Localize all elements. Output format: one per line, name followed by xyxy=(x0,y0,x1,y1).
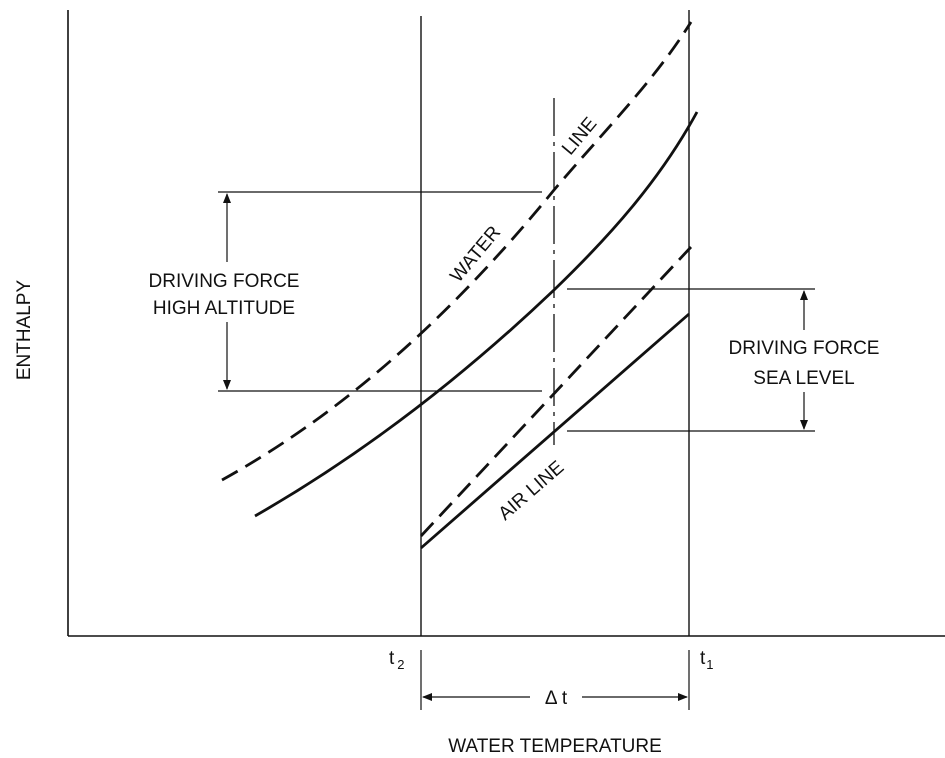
delta-t-label: Δ t xyxy=(545,688,568,709)
water-line-high-altitude xyxy=(221,21,693,482)
sea-level-text-line1: DRIVING FORCE xyxy=(729,338,880,359)
sea-level-text-line2: SEA LEVEL xyxy=(753,368,854,389)
water-line-sea-level xyxy=(254,111,699,518)
water-line-label-word2: LINE xyxy=(558,114,601,160)
x-axis-label: WATER TEMPERATURE xyxy=(448,736,662,757)
high-altitude-text-line2: HIGH ALTITUDE xyxy=(153,298,295,319)
air-line-sea-level xyxy=(420,312,690,550)
t1-label: t1 xyxy=(700,648,714,672)
water-line-label-word1: WATER xyxy=(446,222,505,286)
high-altitude-text-line1: DRIVING FORCE xyxy=(149,271,300,292)
air-line-high-altitude xyxy=(419,246,693,537)
y-axis-label: ENTHALPY xyxy=(14,280,35,381)
air-line-label: AIR LINE xyxy=(495,457,569,525)
